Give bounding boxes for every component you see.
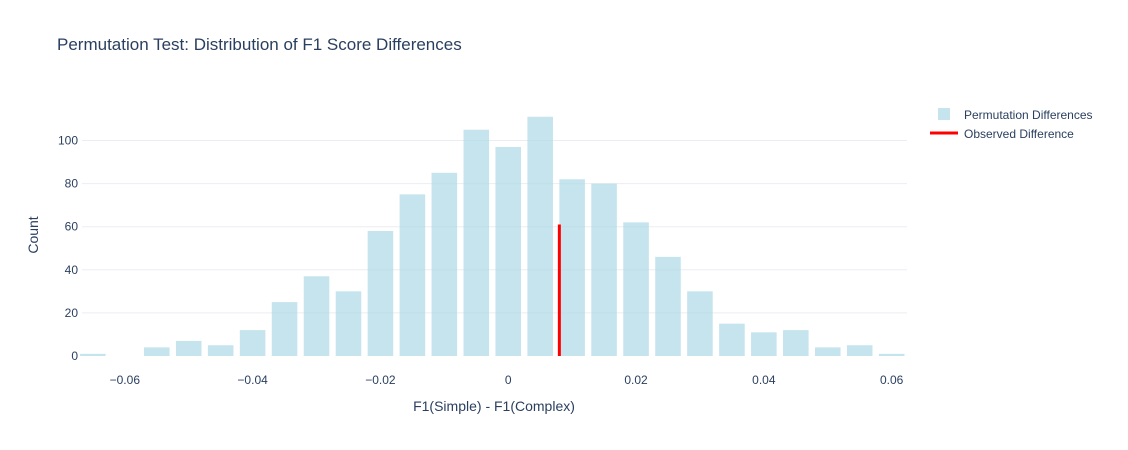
y-tick-label: 20 (65, 306, 79, 320)
histogram-bar[interactable] (814, 347, 841, 356)
histogram-bar[interactable] (399, 194, 426, 356)
histogram-bar[interactable] (846, 345, 873, 356)
histogram-bar[interactable] (719, 323, 745, 356)
y-axis-ticks: 0 20 40 60 80 100 (58, 133, 78, 363)
chart-title: Permutation Test: Distribution of F1 Sco… (57, 35, 462, 54)
histogram-bar[interactable] (559, 179, 585, 356)
x-tick-label: −0.06 (110, 373, 141, 387)
histogram-bars[interactable] (80, 116, 905, 356)
histogram-bar[interactable] (175, 340, 202, 356)
histogram-bar[interactable] (271, 302, 298, 356)
y-tick-label: 80 (65, 177, 79, 191)
x-axis-title: F1(Simple) - F1(Complex) (413, 398, 575, 414)
x-tick-label: 0.04 (752, 373, 776, 387)
y-tick-label: 0 (71, 349, 78, 363)
x-tick-label: 0.02 (624, 373, 648, 387)
histogram-bar[interactable] (431, 172, 458, 356)
x-axis-ticks: −0.06 −0.04 −0.02 0 0.02 0.04 0.06 (110, 373, 904, 387)
legend-label-permutation: Permutation Differences (964, 108, 1093, 122)
histogram-bar[interactable] (591, 183, 617, 356)
histogram-bar[interactable] (495, 146, 522, 356)
histogram-bar[interactable] (623, 222, 649, 356)
legend-item-permutation[interactable]: Permutation Differences (938, 108, 1093, 122)
y-tick-label: 60 (65, 220, 79, 234)
x-tick-label: 0 (505, 373, 512, 387)
legend-item-observed[interactable]: Observed Difference (930, 127, 1074, 141)
legend-label-observed: Observed Difference (964, 127, 1074, 141)
histogram-bar[interactable] (655, 256, 681, 356)
x-tick-label: 0.06 (880, 373, 904, 387)
legend-swatch-bar (938, 108, 950, 120)
histogram-bar[interactable] (751, 332, 777, 356)
y-tick-label: 40 (65, 263, 79, 277)
legend: Permutation Differences Observed Differe… (930, 108, 1093, 141)
grid-lines (82, 139, 907, 314)
histogram-bar[interactable] (80, 353, 106, 356)
histogram-bar[interactable] (367, 231, 394, 356)
x-tick-label: −0.02 (365, 373, 396, 387)
histogram-bar[interactable] (207, 345, 234, 356)
histogram-bar[interactable] (143, 347, 170, 356)
histogram-bar[interactable] (463, 129, 490, 356)
histogram-bar[interactable] (303, 276, 330, 356)
histogram-bar[interactable] (527, 116, 553, 356)
y-tick-label: 100 (58, 133, 78, 147)
histogram-bar[interactable] (239, 330, 266, 356)
histogram-bar[interactable] (878, 353, 905, 356)
y-axis-title: Count (25, 216, 41, 253)
histogram-bar[interactable] (335, 291, 362, 356)
histogram-bar[interactable] (783, 330, 809, 356)
x-tick-label: −0.04 (237, 373, 268, 387)
histogram-bar[interactable] (687, 291, 713, 356)
